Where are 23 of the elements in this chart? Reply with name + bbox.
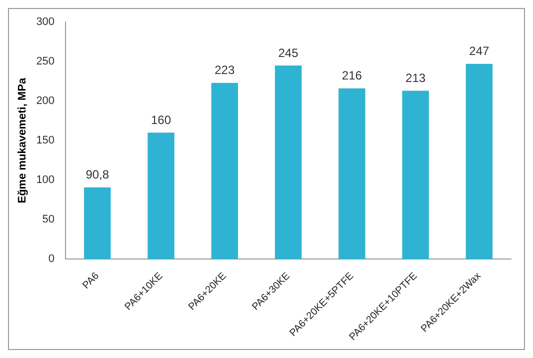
y-tick-label: 250 [36,56,55,68]
data-label: 216 [342,68,362,83]
y-axis-title: Eğme mukavemeti, MPa [16,77,29,204]
bar [466,64,493,260]
data-label: 247 [469,44,490,58]
y-tick-label: 100 [36,174,55,186]
bar [338,88,366,260]
bar [402,90,429,260]
bar [148,132,174,260]
y-tick-label: 200 [36,95,55,108]
data-label: 223 [214,63,235,78]
data-label: 90,8 [86,168,110,182]
data-label: 160 [150,112,172,127]
bar [84,187,111,260]
data-label: 245 [278,46,299,60]
data-label: 213 [406,71,426,86]
y-tick-label: 300 [36,16,55,28]
y-tick-label: 0 [48,253,55,266]
y-tick-label: 150 [36,134,55,147]
bar [274,65,302,260]
x-tick-label: PA6 [80,270,102,292]
y-tick-label: 50 [42,214,55,226]
bar [211,82,238,260]
